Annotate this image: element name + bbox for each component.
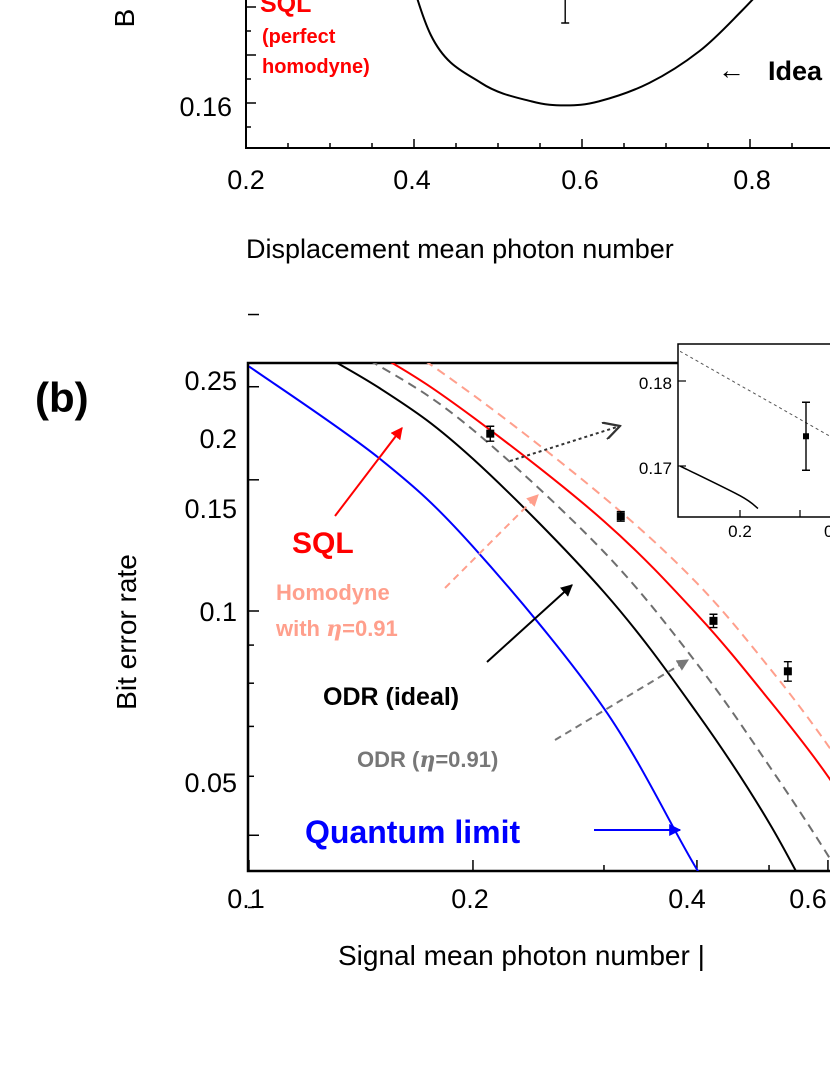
inset-series-1 bbox=[680, 350, 830, 437]
panel-b-inset-pointer bbox=[509, 426, 620, 462]
panel-b-point-1 bbox=[486, 429, 495, 438]
panel-b-odr-eta-arrow bbox=[554, 659, 690, 741]
panel-b-series-odr-ideal- bbox=[335, 363, 798, 871]
inset-xtick-label-1: 0 bbox=[824, 522, 830, 541]
panel-a: B 0.16 0.2 0.4 0.6 0.8 Displacement mean… bbox=[109, 0, 830, 264]
inset-background bbox=[677, 343, 830, 518]
panel-b-xtick-label-1: 0.2 bbox=[451, 884, 489, 914]
panel-a-sql-sub2: homodyne) bbox=[262, 56, 370, 78]
odr-eta-prefix: ODR ( bbox=[357, 747, 420, 772]
panel-a-errorbar-0 bbox=[561, 0, 570, 24]
odr-eta-suffix: =0.91) bbox=[435, 747, 498, 772]
panel-b-point-2 bbox=[616, 512, 625, 521]
panel-a-xtick-label-3: 0.8 bbox=[733, 165, 771, 195]
panel-b-odr-ideal-arrow bbox=[486, 584, 573, 663]
inset-data-points bbox=[802, 401, 810, 471]
inset-series-2 bbox=[680, 465, 759, 510]
inset-ticks bbox=[678, 380, 801, 517]
panel-b-point-4 bbox=[783, 667, 792, 676]
panel-b-x-ticks bbox=[248, 860, 829, 871]
homodyne-with: with bbox=[275, 616, 326, 641]
panel-a-y-ticks bbox=[246, 6, 256, 128]
panel-b-errorbar-0 bbox=[279, 294, 287, 301]
panel-b-homodyne-line1: Homodyne bbox=[276, 580, 390, 605]
panel-a-ylabel-fragment: B bbox=[109, 9, 140, 28]
panel-a-data-points bbox=[561, 0, 570, 24]
panel-b-xtick-label-2: 0.4 bbox=[668, 884, 706, 914]
panel-a-xtick-label-2: 0.6 bbox=[561, 165, 599, 195]
homodyne-eta: η bbox=[326, 616, 342, 642]
panel-a-xlabel: Displacement mean photon number bbox=[246, 234, 674, 264]
panel-a-xtick-label-1: 0.4 bbox=[393, 165, 431, 195]
panel-b-ylabel: Bit error rate bbox=[111, 554, 142, 710]
panel-b-quantum-limit-label: Quantum limit bbox=[305, 814, 520, 850]
odr-eta-symbol: η bbox=[419, 747, 435, 773]
panel-b-series bbox=[249, 363, 830, 871]
panel-b-frame bbox=[246, 361, 830, 873]
panel-a-ideal-label: Idea bbox=[768, 56, 823, 86]
panel-b-ytick-label-4: 0.05 bbox=[184, 768, 237, 798]
panel-a-sql-sub1: (perfect bbox=[262, 26, 336, 48]
panel-a-sql-label: SQL bbox=[260, 0, 311, 18]
panel-b-data-points bbox=[279, 294, 792, 682]
inset-series bbox=[680, 350, 830, 510]
panel-b-sql-arrow bbox=[334, 427, 403, 517]
panel-b-odr-eta-label: ODR (η=0.91) bbox=[357, 747, 498, 773]
panel-b-ytick-label-1: 0.2 bbox=[199, 424, 237, 454]
panel-b-ytick-label-3: 0.1 bbox=[199, 597, 237, 627]
panel-b-series-sql bbox=[390, 363, 830, 782]
panel-b-label: (b) bbox=[35, 374, 89, 421]
panel-b-inset: 0.18 0.17 0.2 0 bbox=[639, 343, 830, 541]
panel-b-point-0 bbox=[279, 294, 287, 302]
panel-a-ideal-arrow: ← bbox=[718, 55, 745, 85]
panel-b: (b) 0.25 0.2 0.15 0.1 0.05 0.1 0.2 0.4 0… bbox=[35, 294, 830, 971]
panel-a-x-ticks bbox=[245, 139, 793, 148]
panel-b-xtick-label-0: 0.1 bbox=[227, 884, 265, 914]
panel-a-ideal-curve bbox=[416, 0, 754, 107]
panel-a-ytick-label-0: 0.16 bbox=[179, 92, 232, 122]
panel-b-ytick-label-2: 0.15 bbox=[184, 494, 237, 524]
inset-ytick-label-1: 0.17 bbox=[639, 459, 672, 478]
panel-b-homodyne-arrow bbox=[444, 494, 539, 589]
inset-xtick-label-0: 0.2 bbox=[728, 522, 752, 541]
panel-b-xtick-label-3: 0.6 bbox=[789, 884, 827, 914]
panel-b-y-ticks bbox=[248, 313, 259, 909]
panel-a-xtick-label-0: 0.2 bbox=[227, 165, 265, 195]
panel-b-point-3 bbox=[709, 616, 718, 625]
panel-b-ytick-label-0: 0.25 bbox=[184, 366, 237, 396]
panel-b-xlabel: Signal mean photon number | bbox=[338, 940, 705, 971]
homodyne-value: =0.91 bbox=[342, 616, 398, 641]
panel-b-odr-ideal-label: ODR (ideal) bbox=[323, 683, 459, 711]
inset-ytick-label-0: 0.18 bbox=[639, 374, 672, 393]
panel-b-series-quantum-limit bbox=[249, 365, 700, 871]
panel-b-series-odr-0-91- bbox=[372, 363, 830, 861]
panel-b-homodyne-line2: with η=0.91 bbox=[275, 616, 398, 642]
panel-b-sql-label: SQL bbox=[292, 527, 354, 560]
inset-point-0 bbox=[803, 433, 809, 440]
